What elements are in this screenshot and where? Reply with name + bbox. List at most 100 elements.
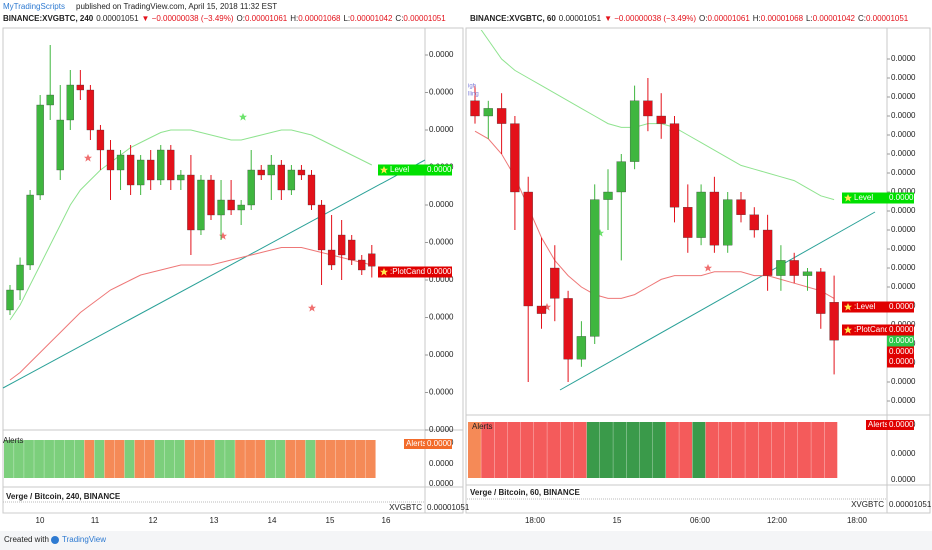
trend-line (2, 159, 426, 389)
alert-tag (404, 439, 425, 449)
y-tick-label: 0.0000 (891, 282, 916, 291)
band-line (480, 30, 835, 201)
alert-bar (534, 422, 547, 478)
y-tick-label: 0.0000 (429, 313, 454, 322)
alert-bar (335, 440, 346, 478)
alert-bar (184, 440, 195, 478)
author-link[interactable]: MyTradingScripts (3, 2, 65, 11)
alert-bar (164, 440, 175, 478)
level-tag-text: :PlotCandle (390, 267, 432, 276)
candle-body (36, 104, 44, 196)
brand-link[interactable]: TradingView (62, 535, 106, 544)
alert-bar (613, 422, 627, 478)
series-legend: Verge / Bitcoin, 60, BINANCE (470, 488, 580, 497)
candle-body (536, 305, 547, 314)
candle-body (106, 149, 115, 171)
brand-icon (51, 536, 59, 544)
candle-body (157, 149, 165, 181)
candle-body (126, 154, 135, 186)
alert-bar (14, 440, 24, 478)
alert-bar (154, 440, 165, 478)
price-tag-text: 0.0000 (889, 193, 914, 202)
alert-tag-text: Alerts (868, 420, 888, 429)
ohlc-value: 0.00001061 (245, 14, 288, 23)
candle-body (510, 123, 520, 193)
y-tick-label: 0.0000 (891, 206, 916, 215)
band-line (474, 130, 835, 299)
alert-bar (732, 422, 745, 478)
alert-bar (225, 440, 235, 478)
candle-body (709, 191, 720, 246)
candle-body (802, 271, 813, 276)
candle-body (348, 239, 356, 261)
ohlc-value: 0.00001042 (350, 14, 393, 23)
candle-body (86, 89, 95, 131)
candle-body (237, 204, 245, 211)
alert-bar (174, 440, 185, 478)
candle-body (496, 108, 507, 124)
alert-bar (758, 422, 772, 478)
x-tick-label: 18:00 (847, 516, 868, 525)
y-tick-label: 0.0000 (891, 168, 916, 177)
candle-body (483, 108, 493, 117)
y-tick-label: 0.0000 (891, 244, 916, 253)
candle-body (550, 267, 560, 299)
candle-body (337, 234, 346, 256)
alert-bar (295, 440, 306, 478)
price-change: ▼ −0.00000038 (−3.49%) (604, 14, 696, 23)
candle-body (46, 94, 54, 106)
alert-bar (325, 440, 336, 478)
alert-bar (305, 440, 316, 478)
indicator-name: Alerts (472, 422, 492, 431)
alert-bar (626, 422, 640, 478)
price-tag-text: 0.0000 (889, 302, 914, 311)
candle-body (656, 115, 666, 124)
alert-bar (265, 440, 276, 478)
level-tag (842, 301, 887, 313)
price-tag (425, 164, 452, 176)
price-tag-text: 0.0000 (889, 336, 914, 345)
x-tick-label: 10 (36, 516, 45, 525)
alert-bar (24, 440, 34, 478)
indicator-tick-label: 0.0000 (891, 475, 916, 484)
alert-bar (520, 422, 534, 478)
candle-body (816, 271, 826, 314)
y-tick-label: 0.0000 (429, 238, 454, 247)
alert-price: 0.0000 (889, 420, 914, 429)
alert-bar (652, 422, 666, 478)
alert-bar (355, 440, 366, 478)
alert-tag (866, 420, 887, 430)
price-tag-text: 0.0000 (889, 357, 914, 366)
y-tick-label: 0.0000 (429, 388, 454, 397)
alert-bar (245, 440, 255, 478)
alert-tag-text: Alerts (406, 439, 426, 448)
alert-bar (666, 422, 679, 478)
candle-body (829, 302, 839, 341)
alert-bar (745, 422, 759, 478)
alert-bar (507, 422, 521, 478)
candle-body (776, 260, 786, 276)
ohlc-label: L: (343, 14, 350, 23)
ohlc-label: L: (806, 14, 813, 23)
candle-body (736, 199, 746, 215)
x-tick-label: 12 (149, 516, 158, 525)
y-tick-label: 0.0000 (891, 225, 916, 234)
alert-bar (84, 440, 95, 478)
candle-body (287, 169, 296, 191)
price-tag-text: 0.0000 (427, 267, 452, 276)
candle-body (147, 159, 155, 181)
candle-body (643, 100, 653, 117)
alert-bar (494, 422, 508, 478)
price-tag (425, 266, 452, 278)
alert-bar (547, 422, 561, 478)
candle-body (590, 199, 600, 337)
ohlc-label: C: (395, 14, 403, 23)
alert-bar (235, 440, 245, 478)
level-tag-text: :Level (854, 302, 876, 311)
candle-body (789, 260, 799, 276)
ohlc-value: 0.00001068 (761, 14, 804, 23)
last-price: 0.00001051 (559, 14, 602, 23)
alert-bar (365, 440, 376, 478)
candle-body (683, 207, 693, 238)
symbol-title: BINANCE:XVGBTC, 240 (3, 14, 94, 23)
